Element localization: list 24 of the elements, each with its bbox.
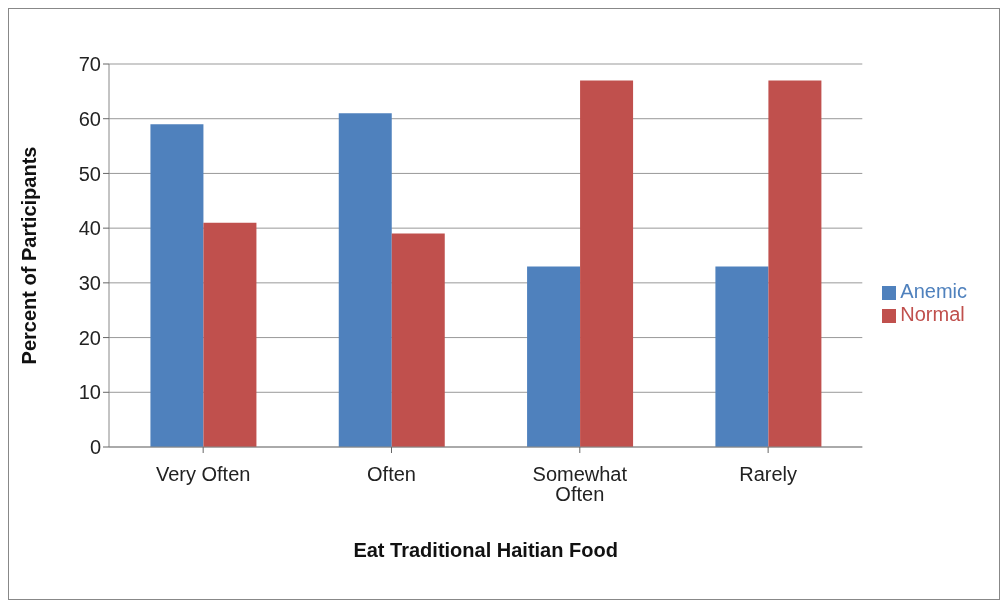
y-tick-label: 20 — [78, 326, 101, 349]
bar — [527, 266, 581, 447]
y-tick-label: 50 — [78, 162, 101, 185]
bar — [338, 113, 392, 447]
y-tick-label: 40 — [78, 217, 101, 240]
x-tick-label: Very Often — [155, 463, 251, 486]
bar — [580, 80, 634, 447]
y-tick-label: 60 — [78, 107, 101, 130]
y-axis-title: Percent of Participants — [18, 146, 41, 365]
y-tick-label: 70 — [78, 53, 101, 76]
x-tick-label: Often — [367, 463, 416, 486]
y-tick-label: 10 — [78, 381, 101, 404]
y-tick-label: 0 — [89, 436, 101, 459]
bar — [150, 124, 204, 447]
x-tick-label: Rarely — [739, 463, 798, 486]
legend-label: Anemic — [900, 280, 967, 302]
bar — [768, 80, 822, 447]
bar — [391, 233, 445, 447]
x-axis-title: Eat Traditional Haitian Food — [353, 539, 618, 561]
legend-label: Normal — [900, 303, 965, 325]
bar — [203, 222, 257, 447]
x-tick-label: Somewhat Often — [532, 463, 628, 506]
bar — [715, 266, 769, 447]
y-tick-label: 30 — [78, 271, 101, 294]
